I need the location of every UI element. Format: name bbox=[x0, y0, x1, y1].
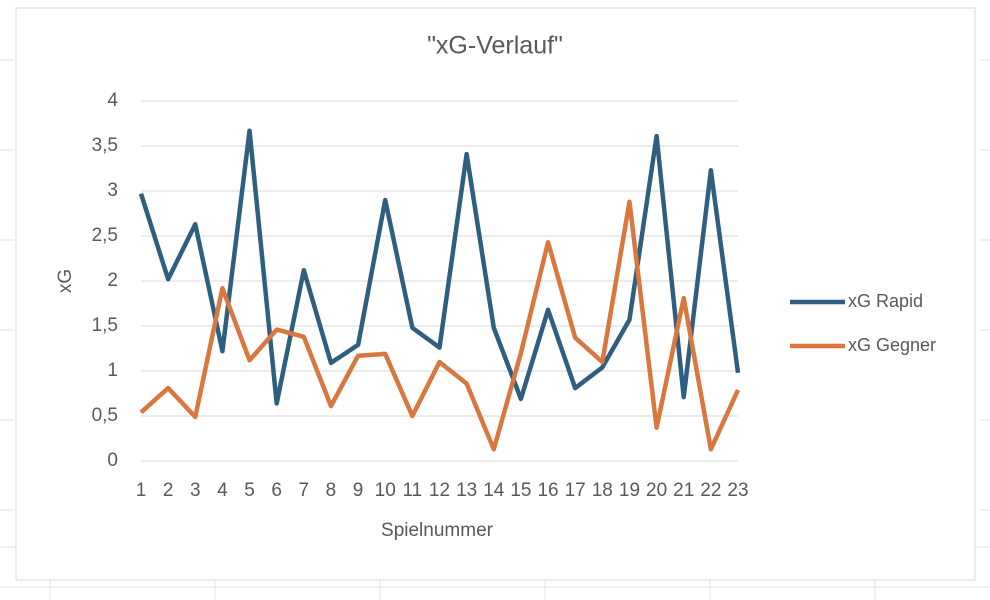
x-tick-label: 20 bbox=[646, 480, 667, 501]
x-tick-label: 19 bbox=[619, 480, 640, 501]
x-tick-label: 1 bbox=[136, 480, 147, 501]
legend-label: xG Rapid bbox=[848, 291, 923, 311]
x-axis-title: Spielnummer bbox=[381, 520, 494, 541]
y-tick-label: 3,5 bbox=[92, 135, 118, 156]
x-tick-label: 7 bbox=[299, 480, 310, 501]
x-tick-label: 2 bbox=[163, 480, 174, 501]
x-tick-label: 22 bbox=[700, 480, 721, 501]
y-tick-label: 3 bbox=[107, 180, 118, 201]
y-tick-label: 2 bbox=[107, 270, 118, 291]
x-tick-label: 11 bbox=[402, 480, 422, 501]
x-tick-label: 17 bbox=[565, 480, 586, 501]
x-tick-label: 9 bbox=[353, 480, 364, 501]
legend-label: xG Gegner bbox=[848, 335, 936, 355]
x-tick-label: 8 bbox=[326, 480, 337, 501]
y-tick-label: 4 bbox=[107, 90, 118, 111]
x-tick-label: 16 bbox=[537, 480, 558, 501]
x-tick-label: 15 bbox=[510, 480, 531, 501]
x-tick-label: 6 bbox=[271, 480, 282, 501]
x-tick-label: 5 bbox=[244, 480, 255, 501]
line-series bbox=[139, 199, 741, 452]
x-tick-label: 23 bbox=[727, 480, 748, 501]
x-tick-label: 12 bbox=[429, 480, 450, 501]
y-axis-title: xG bbox=[55, 269, 76, 293]
x-tick-label: 4 bbox=[217, 480, 228, 501]
y-tick-label: 0,5 bbox=[92, 405, 118, 426]
x-tick-label: 13 bbox=[456, 480, 477, 501]
y-tick-label: 0 bbox=[107, 450, 118, 471]
y-tick-label: 1 bbox=[107, 360, 118, 381]
x-tick-label: 10 bbox=[375, 480, 396, 501]
x-tick-label: 14 bbox=[483, 480, 505, 501]
x-tick-label: 21 bbox=[673, 480, 694, 501]
y-tick-label: 2,5 bbox=[92, 225, 118, 246]
x-tick-label: 3 bbox=[190, 480, 201, 501]
chart-area bbox=[15, 7, 976, 581]
y-tick-label: 1,5 bbox=[92, 315, 118, 336]
x-tick-label: 18 bbox=[592, 480, 613, 501]
chart-title: "xG-Verlauf" bbox=[427, 32, 563, 60]
